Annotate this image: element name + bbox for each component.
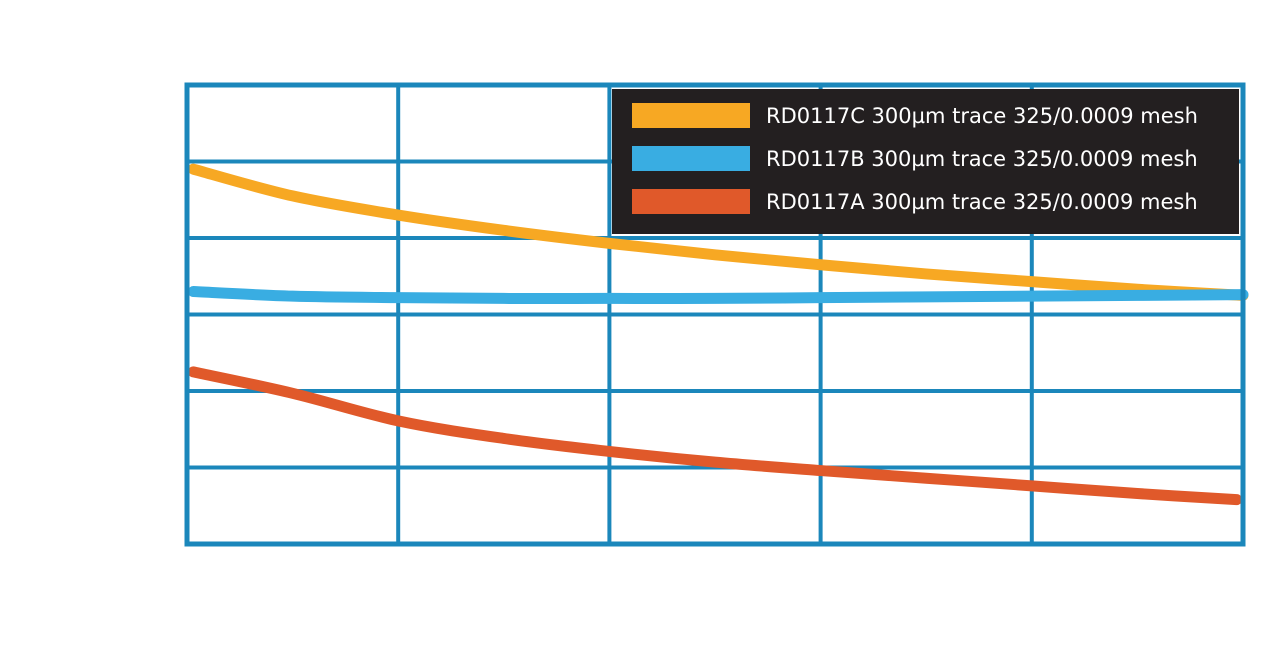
series-line-3 [187,366,1243,506]
legend-swatch-2 [632,146,750,171]
series-lines [187,163,1249,506]
series-line-2 [187,286,1249,304]
legend-swatch-1 [632,103,750,128]
series-line-1 [187,163,1249,301]
plot-frame [184,82,1246,547]
legend: RD0117C 300µm trace 325/0.0009 mesh RD011… [612,89,1239,234]
legend-label-1: RD0117C 300µm trace 325/0.0009 mesh [766,104,1198,128]
legend-label-3: RD0117A 300µm trace 325/0.0009 mesh [766,190,1198,214]
plot-border [184,82,1246,547]
legend-swatch-3 [632,189,750,214]
legend-label-2: RD0117B 300µm trace 325/0.0009 mesh [766,147,1198,171]
